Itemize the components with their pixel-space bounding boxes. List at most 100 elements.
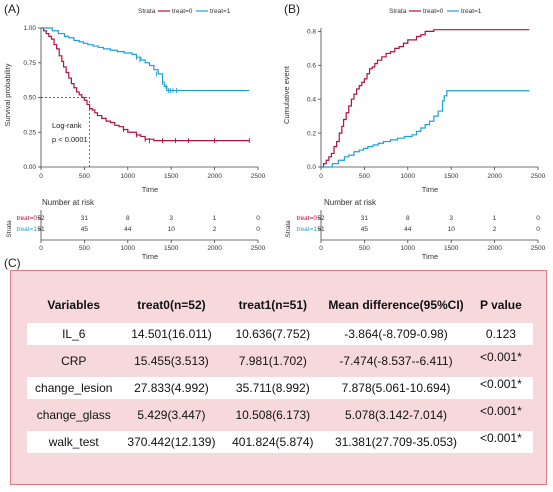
legend-b-title: Strata [389, 8, 407, 15]
cumulative-x-tick-label: 1500 [444, 173, 459, 180]
survival-x-tick-label: 500 [79, 173, 90, 180]
survival-x-tick-label: 0 [39, 173, 43, 180]
risk-a-risk-value: 8 [126, 215, 130, 222]
risk-b-row-label: treat=0 [297, 215, 318, 222]
logrank-pvalue: p < 0.0001 [52, 135, 88, 144]
cumulative-y-tick-label: 0.8 [307, 29, 316, 36]
survival-plot: 0 500 1000 1500 2000 2500 0.00 0.25 0.50 0.75 1.00 [23, 25, 265, 180]
survival-series-line-treat=1 [41, 27, 250, 92]
legend-a-title: Strata [138, 8, 156, 15]
risk-a-row-label: treat=0 [17, 215, 38, 222]
risk-b-risk-value: 2 [493, 226, 497, 233]
risk-b-risk-value: 0 [536, 215, 540, 222]
legend-a-item-1: treat=1 [210, 8, 231, 15]
risk-a-risk-value: 31 [81, 215, 89, 222]
legend-a: Strata treat=0 treat=1 [138, 8, 231, 15]
cell-variable: IL_6 [27, 323, 121, 345]
cell-variable: CRP [61, 354, 87, 368]
survival-median-line [41, 97, 90, 167]
risk-a-x-tick-label: 0 [39, 245, 43, 252]
cell-treat0: 15.455(3.513) [134, 354, 209, 368]
table-row: IL_6 14.501(16.011) 10.636(7.752) -3.864… [27, 323, 533, 345]
risk-b-risk-value: 1 [493, 215, 497, 222]
panel-c-label: (C) [4, 256, 21, 270]
risk-title-a: Number at risk [42, 198, 95, 207]
header-mean-diff: Mean difference(95%CI) [328, 298, 464, 312]
cumulative-x-tick-label: 1000 [401, 173, 416, 180]
risk-a-x-tick-label: 1500 [164, 245, 179, 252]
cell-p-value: <0.001* [480, 404, 522, 418]
risk-b-risk-value: 45 [361, 226, 369, 233]
cumulative-series-line-treat=1 [321, 90, 530, 168]
cell-treat1: 401.824(5.874) [222, 431, 324, 453]
cell-variable: walk_test [27, 431, 121, 453]
risk-strata-label-b: Strata [285, 220, 292, 238]
survival-series-line-treat=0 [41, 27, 250, 142]
cumulative-series-line-treat=0 [321, 29, 530, 168]
table-row: change_glass 5.429(3.447) 10.508(6.173) … [27, 404, 533, 426]
cell-mean-diff: 7.878(5.061-10.694) [323, 377, 469, 399]
legend-b-item-0: treat=0 [423, 8, 444, 15]
survival-x-tick-label: 2000 [207, 173, 222, 180]
cumulative-xlabel: Time [422, 185, 438, 194]
risk-b-risk-value: 3 [449, 215, 453, 222]
cell-treat1: 7.981(1.702) [238, 354, 307, 368]
risk-a-risk-value: 10 [168, 226, 176, 233]
cumulative-ylabel: Cumulative event [282, 65, 291, 124]
risk-b-risk-value: 31 [361, 215, 369, 222]
survival-y-tick-label: 0.75 [23, 60, 36, 67]
risk-strata-label-a: Strata [6, 220, 13, 238]
survival-y-tick-label: 0.50 [23, 95, 36, 102]
cell-treat0: 5.429(3.447) [137, 408, 206, 422]
risk-xlabel-b: Time [422, 252, 438, 261]
stats-table-panel: Variables treat0(n=52) treat1(n=51) Mean… [10, 270, 547, 485]
survival-x-tick-label: 1500 [164, 173, 179, 180]
risk-a-x-tick-label: 1000 [121, 245, 136, 252]
cell-treat1: 10.508(6.173) [235, 408, 311, 422]
risk-title-b: Number at risk [324, 198, 377, 207]
cumulative-y-tick-label: 0.6 [307, 62, 316, 69]
cell-p-value: <0.001* [480, 350, 522, 364]
survival-y-tick-label: 0.25 [23, 129, 36, 136]
table-row: CRP 15.455(3.513) 7.981(1.702) -7.474(-8… [27, 350, 533, 372]
risk-a-x-tick-label: 2500 [251, 245, 266, 252]
risk-b-risk-value: 52 [317, 215, 325, 222]
panel-a-label: (A) [4, 2, 20, 16]
risk-a-risk-value: 2 [213, 226, 217, 233]
risk-b-x-tick-label: 2500 [531, 245, 546, 252]
panel-b-label: (B) [284, 2, 300, 16]
risk-b-x-tick-label: 1000 [401, 245, 416, 252]
legend-b-item-1: treat=1 [461, 8, 482, 15]
cell-treat0: 14.501(16.011) [120, 323, 223, 345]
table-row: change_lesion 27.833(4.992) 35.711(8.992… [27, 377, 533, 399]
survival-y-tick-label: 1.00 [23, 25, 36, 32]
risk-b-risk-value: 0 [536, 226, 540, 233]
risk-a-risk-value: 45 [81, 226, 89, 233]
cumulative-x-tick-label: 0 [319, 173, 323, 180]
table-row: walk_test 370.442(12.139) 401.824(5.874)… [27, 431, 533, 453]
header-variables: Variables [47, 298, 101, 312]
cell-variable: change_glass [36, 408, 111, 422]
cumulative-event-plot: 0 500 1000 1500 2000 2500 0.0 0.2 0.4 0.6 0.8 [307, 28, 546, 180]
legend-b: Strata treat=0 treat=1 [389, 8, 482, 15]
cumulative-y-tick-label: 0.2 [307, 130, 316, 137]
legend-a-item-0: treat=0 [172, 8, 193, 15]
cell-p-value: <0.001* [468, 431, 533, 453]
survival-x-tick-label: 2500 [251, 173, 266, 180]
cumulative-x-tick-label: 2500 [531, 173, 546, 180]
risk-b-risk-value: 10 [448, 226, 456, 233]
risk-a-risk-value: 1 [213, 215, 217, 222]
cell-mean-diff: 31.381(27.709-35.053) [323, 431, 469, 453]
cell-mean-diff: 5.078(3.142-7.014) [344, 408, 448, 422]
cell-p-value: <0.001* [468, 377, 533, 399]
cumulative-y-tick-label: 0.4 [307, 96, 316, 103]
cell-p-value: 0.123 [468, 323, 533, 345]
risk-a-row-label: treat=1 [17, 226, 38, 233]
cell-treat1: 10.636(7.752) [222, 323, 324, 345]
risk-b-row-label: treat=1 [297, 226, 318, 233]
risk-a-risk-value: 0 [256, 226, 260, 233]
cell-mean-diff: -7.474(-8.537--6.411) [339, 354, 453, 368]
